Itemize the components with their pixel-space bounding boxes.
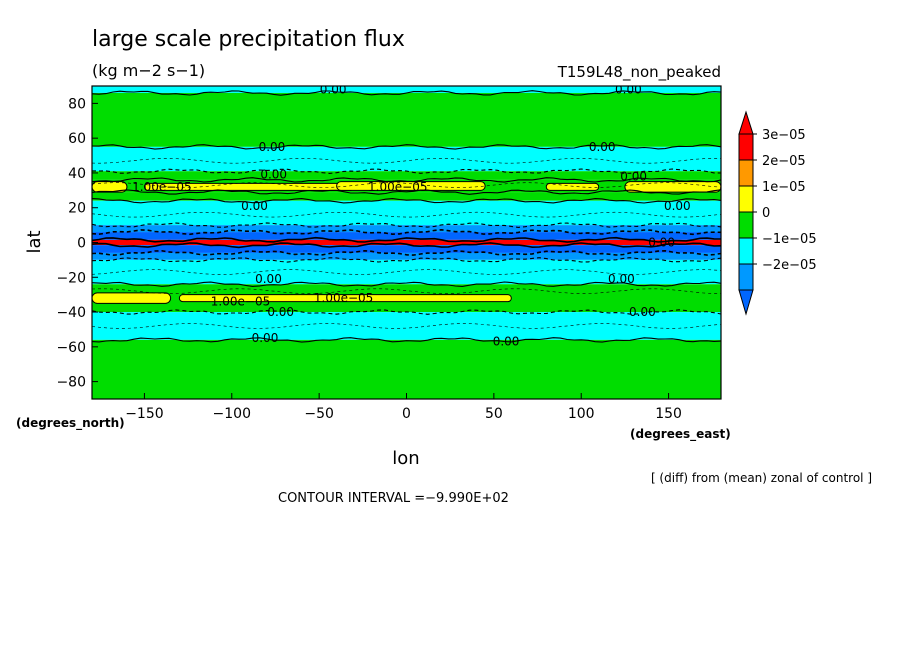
yellow-patch-5 — [92, 292, 172, 304]
contour-interval: CONTOUR INTERVAL =−9.990E+02 — [278, 491, 509, 506]
contour-label-0: 0.00 — [320, 82, 347, 96]
contour-line-14 — [92, 337, 721, 343]
yellow-patch-3 — [545, 182, 600, 191]
contour-label-10: 0.00 — [648, 236, 675, 250]
contour-labels: 0.00 0.000.00 0.000.00 0.001.00e−05 1.00e−05… — [132, 82, 691, 349]
contour-label-15: 0.00 — [267, 305, 294, 319]
contour-line-7 — [92, 228, 721, 236]
y-axis-label: lat — [24, 230, 45, 253]
x-tick-label-6: 150 — [655, 406, 682, 422]
colorbar-segment-2 — [738, 185, 754, 213]
contour-label-4: 0.00 — [260, 168, 287, 182]
chart-title: large scale precipitation flux — [92, 27, 405, 52]
colorbar-label-3: 0 — [762, 206, 770, 221]
contour-line-10 — [92, 249, 721, 257]
yellow-patch-6 — [178, 294, 512, 303]
contour-label-7: 1.00e−05 — [368, 180, 427, 194]
y-tick-label-2: 40 — [68, 166, 86, 182]
x-tick-label-1: −100 — [213, 406, 251, 422]
band-14 — [92, 312, 721, 340]
contour-label-14: 1.00e−05 — [314, 291, 373, 305]
colorbar-segment-1 — [738, 159, 754, 187]
y-tick-label-3: 20 — [68, 201, 86, 217]
contour-line-3 — [92, 177, 721, 183]
y-tick-label-8: −80 — [56, 375, 86, 391]
contour-line-9 — [92, 242, 721, 249]
contour-label-12: 0.00 — [608, 272, 635, 286]
x-tick-label-3: 0 — [402, 406, 411, 422]
x-tick-label-5: 100 — [568, 406, 595, 422]
band-12 — [92, 259, 721, 285]
contour-line-2 — [92, 168, 721, 174]
contour-line-1 — [92, 144, 721, 150]
colorbar-label-1: 2e−05 — [762, 154, 806, 169]
contour-label-18: 0.00 — [493, 335, 520, 349]
colorbar-label-5: −2e−05 — [762, 258, 817, 273]
colorbar-segment-3 — [738, 211, 754, 239]
band-7 — [92, 225, 721, 233]
chart-units: (kg m−2 s−1) — [92, 61, 205, 80]
contour-label-16: 0.00 — [629, 305, 656, 319]
diff-footnote: [ (diff) from (mean) zonal of control ] — [651, 471, 872, 485]
filled-contour-bands — [92, 86, 721, 399]
band-6 — [92, 200, 721, 226]
contour-line-0 — [92, 90, 721, 96]
contour-label-9: 0.00 — [664, 199, 691, 213]
band-2 — [92, 146, 721, 172]
y-tick-label-4: 0 — [77, 236, 86, 252]
contour-label-1: 0.00 — [615, 82, 642, 96]
x-axis-units: (degrees_east) — [630, 427, 731, 442]
colorbar-segment-5 — [738, 263, 754, 291]
x-tick-label-2: −50 — [304, 406, 334, 422]
x-tick-label-4: 50 — [485, 406, 503, 422]
colorbar: 3e−05 2e−05 1e−05 0 −1e−05 −2e−05 — [738, 110, 817, 316]
band-1 — [92, 92, 721, 147]
contour-line-11 — [92, 257, 721, 263]
colorbar-segment-0 — [738, 133, 754, 161]
contour-label-6: 1.00e−05 — [132, 180, 191, 194]
x-tick-label-0: −150 — [125, 406, 163, 422]
y-tick-label-6: −40 — [56, 305, 86, 321]
x-axis-ticks: −150 −100 −50 0 50 100 150 — [125, 393, 682, 422]
x-axis-label: lon — [392, 448, 419, 469]
contour-line-4 — [92, 189, 721, 195]
band-9 — [92, 239, 721, 246]
y-tick-label-0: 80 — [68, 96, 86, 112]
band-8 — [92, 232, 721, 240]
band-11 — [92, 252, 721, 260]
contour-label-3: 0.00 — [589, 140, 616, 154]
contour-line-13 — [92, 309, 721, 315]
contour-line-6 — [92, 222, 721, 228]
contour-label-8: 0.00 — [241, 199, 268, 213]
y-axis-units: (degrees_north) — [16, 416, 125, 431]
contour-line-5 — [92, 198, 721, 204]
y-tick-label-1: 60 — [68, 131, 86, 147]
contour-label-5: 0.00 — [620, 169, 647, 183]
contour-line-12 — [92, 281, 721, 287]
run-label: T159L48_non_peaked — [557, 63, 721, 82]
band-15 — [92, 339, 721, 399]
colorbar-label-4: −1e−05 — [762, 232, 817, 247]
yellow-precip-patches — [92, 181, 721, 304]
colorbar-label-2: 1e−05 — [762, 180, 806, 195]
colorbar-label-0: 3e−05 — [762, 128, 806, 143]
contour-label-11: 0.00 — [255, 272, 282, 286]
contour-label-2: 0.00 — [259, 140, 286, 154]
contour-line-8 — [92, 236, 721, 243]
colorbar-bottom-arrow — [738, 289, 754, 316]
contour-label-17: 0.00 — [252, 331, 279, 345]
y-tick-label-5: −20 — [56, 270, 86, 286]
colorbar-top-arrow — [738, 110, 754, 135]
band-3 — [92, 171, 721, 180]
band-5 — [92, 192, 721, 201]
band-10 — [92, 245, 721, 253]
colorbar-segment-4 — [738, 237, 754, 265]
y-tick-label-7: −60 — [56, 340, 86, 356]
y-axis-ticks: 80 60 40 20 0 −20 −40 −60 −80 — [56, 96, 98, 391]
contour-lines — [92, 90, 721, 343]
contour-label-13: 1.00e−05 — [211, 295, 270, 309]
band-0 — [92, 86, 721, 93]
